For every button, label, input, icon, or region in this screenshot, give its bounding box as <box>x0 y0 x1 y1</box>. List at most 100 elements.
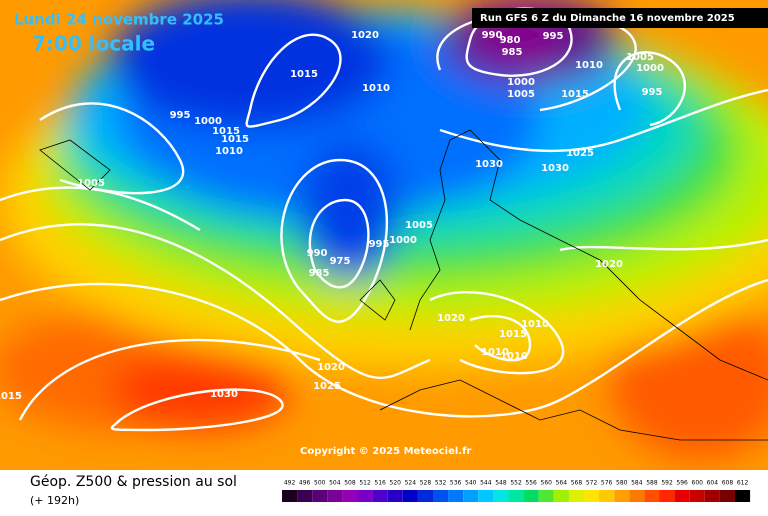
scale-label: 504 <box>329 480 341 487</box>
run-box <box>472 8 768 28</box>
scale-swatch <box>402 490 418 502</box>
isobar-label: 1025 <box>566 148 594 159</box>
isobar-label: 1010 <box>481 347 509 358</box>
scale-label: 568 <box>571 480 583 487</box>
scale-label: 528 <box>420 480 432 487</box>
scale-swatch <box>659 490 675 502</box>
scale-label: 580 <box>616 480 628 487</box>
scale-label: 596 <box>676 480 688 487</box>
scale-swatch <box>553 490 569 502</box>
isobar-label: 1015 <box>561 89 589 100</box>
isobar-label: 1010 <box>215 146 243 157</box>
run-info: Run GFS 6 Z du Dimanche 16 novembre 2025 <box>480 13 735 24</box>
scale-label: 560 <box>541 480 553 487</box>
scale-swatch <box>523 490 539 502</box>
color-scale: 492 496 500 504 508 512 516 520 524 528 532 536 540 5… <box>282 480 751 502</box>
scale-label: 572 <box>586 480 598 487</box>
scale-label: 592 <box>661 480 673 487</box>
isobar-label: 1015 <box>0 391 22 402</box>
isobar-label: 1015 <box>499 329 527 340</box>
scale-label: 532 <box>435 480 447 487</box>
isobar-label: 1020 <box>595 259 623 270</box>
scale-label: 544 <box>480 480 492 487</box>
scale-label: 516 <box>374 480 386 487</box>
scale-label: 608 <box>722 480 734 487</box>
forecast-time: 7:00 locale <box>32 32 155 56</box>
isobar-label: 990 <box>307 248 328 259</box>
scale-swatch <box>538 490 554 502</box>
scale-label: 512 <box>359 480 371 487</box>
scale-swatch <box>689 490 705 502</box>
footer-title: Géop. Z500 & pression au sol <box>30 474 237 490</box>
isobar-label: 1025 <box>313 381 341 392</box>
scale-swatch <box>629 490 645 502</box>
isobar-label: 1015 <box>290 69 318 80</box>
scale-swatch <box>674 490 690 502</box>
isobar-label: 1030 <box>210 389 238 400</box>
isobar-label: 995 <box>543 31 564 42</box>
scale-swatch <box>387 490 403 502</box>
isobar-label: 1000 <box>389 235 417 246</box>
scale-label: 500 <box>314 480 326 487</box>
scale-swatch <box>644 490 660 502</box>
copyright: Copyright © 2025 Meteociel.fr <box>300 446 471 457</box>
isobar-label: 1000 <box>507 77 535 88</box>
isobar-label: 985 <box>309 268 330 279</box>
isobar-labels: 9909809859951020101010151010101510001005… <box>0 30 664 402</box>
scale-label: 548 <box>495 480 507 487</box>
lead-time: (+ 192h) <box>30 494 79 507</box>
scale-label: 520 <box>390 480 402 487</box>
isobar-label: 1030 <box>541 163 569 174</box>
scale-label: 588 <box>646 480 658 487</box>
scale-label: 508 <box>344 480 356 487</box>
scale-swatch <box>493 490 509 502</box>
scale-label: 604 <box>707 480 719 487</box>
isobar-label: 990 <box>482 30 503 41</box>
isobar-label: 1010 <box>500 351 528 362</box>
scale-swatch <box>282 490 298 502</box>
scale-label: 524 <box>405 480 417 487</box>
isobar-label: 1000 <box>636 63 664 74</box>
isobar-label: 980 <box>500 35 521 46</box>
isobar-label: 975 <box>330 256 351 267</box>
isobar-label: 1005 <box>405 220 433 231</box>
scale-label: 536 <box>450 480 462 487</box>
scale-swatch <box>417 490 433 502</box>
scale-swatch <box>568 490 584 502</box>
isobar-label: 1005 <box>507 89 535 100</box>
isobar-label: 1020 <box>351 30 379 41</box>
scale-label: 496 <box>299 480 311 487</box>
isobar-label: 995 <box>369 239 390 250</box>
scale-swatch <box>478 490 494 502</box>
scale-swatch <box>372 490 388 502</box>
scale-label: 600 <box>692 480 704 487</box>
scale-swatch <box>463 490 479 502</box>
scale-swatch <box>735 490 751 502</box>
isobar-label: 1005 <box>626 52 654 63</box>
scale-swatch <box>312 490 328 502</box>
isobar-label: 1010 <box>362 83 390 94</box>
isobar-label: 1020 <box>317 362 345 373</box>
isobar-label: 1015 <box>212 126 240 137</box>
scale-swatch <box>508 490 524 502</box>
isobar-label: 1030 <box>475 159 503 170</box>
scale-swatch <box>342 490 358 502</box>
isobar-label: 995 <box>642 87 663 98</box>
scale-label: 540 <box>465 480 477 487</box>
isobar-label: 1020 <box>437 313 465 324</box>
isobar-label: 995 <box>170 110 191 121</box>
scale-swatch <box>433 490 449 502</box>
isobar-label: 985 <box>502 47 523 58</box>
scale-label: 552 <box>510 480 522 487</box>
scale-label: 564 <box>556 480 568 487</box>
isobar-label: 1010 <box>521 319 549 330</box>
scale-label: 584 <box>631 480 643 487</box>
scale-swatch <box>297 490 313 502</box>
isobar-label: 1010 <box>575 60 603 71</box>
scale-swatch <box>719 490 735 502</box>
scale-label: 576 <box>601 480 613 487</box>
scale-swatch <box>599 490 615 502</box>
scale-swatch <box>327 490 343 502</box>
scale-swatch <box>614 490 630 502</box>
